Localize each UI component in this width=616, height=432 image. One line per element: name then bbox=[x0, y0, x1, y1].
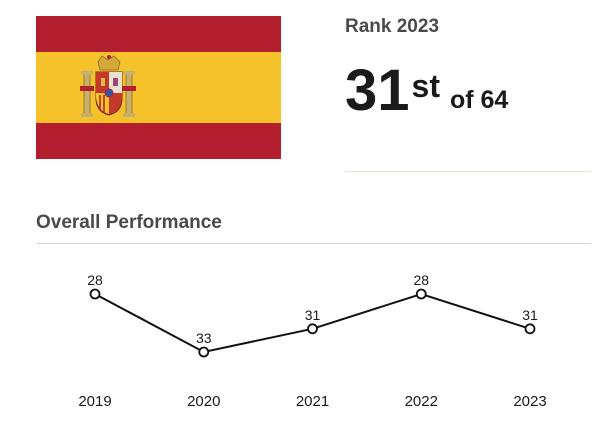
rank-total: of 64 bbox=[449, 86, 509, 114]
section-divider bbox=[36, 243, 591, 244]
x-tick-label: 2021 bbox=[296, 393, 329, 410]
x-tick-label: 2022 bbox=[405, 393, 438, 410]
rank-year-label: Rank 2023 bbox=[345, 16, 440, 37]
country-flag bbox=[36, 16, 281, 159]
data-point bbox=[415, 288, 427, 300]
x-tick-label: 2019 bbox=[78, 393, 111, 410]
series-line bbox=[94, 292, 531, 354]
spain-flag-image bbox=[36, 16, 281, 159]
data-point bbox=[198, 346, 210, 358]
performance-line-chart: 28 2019 33 2020 31 2021 28 2022 31 2023 bbox=[78, 272, 546, 410]
data-label: 28 bbox=[413, 272, 429, 288]
rank-divider bbox=[345, 171, 591, 172]
data-label: 28 bbox=[87, 272, 103, 288]
data-label: 31 bbox=[305, 307, 321, 323]
rank-number: 31 bbox=[345, 58, 410, 123]
section-title: Overall Performance bbox=[36, 212, 222, 233]
data-point bbox=[89, 288, 101, 300]
x-tick-label: 2023 bbox=[513, 393, 546, 410]
coat-of-arms-icon bbox=[80, 55, 136, 117]
x-tick-label: 2020 bbox=[187, 393, 220, 410]
rank-ordinal-suffix: st bbox=[411, 68, 440, 104]
data-label: 31 bbox=[522, 307, 538, 323]
data-point bbox=[524, 323, 536, 335]
data-label: 33 bbox=[196, 330, 212, 346]
rank-value: 31st of 64 bbox=[345, 62, 508, 120]
data-point bbox=[307, 323, 318, 335]
